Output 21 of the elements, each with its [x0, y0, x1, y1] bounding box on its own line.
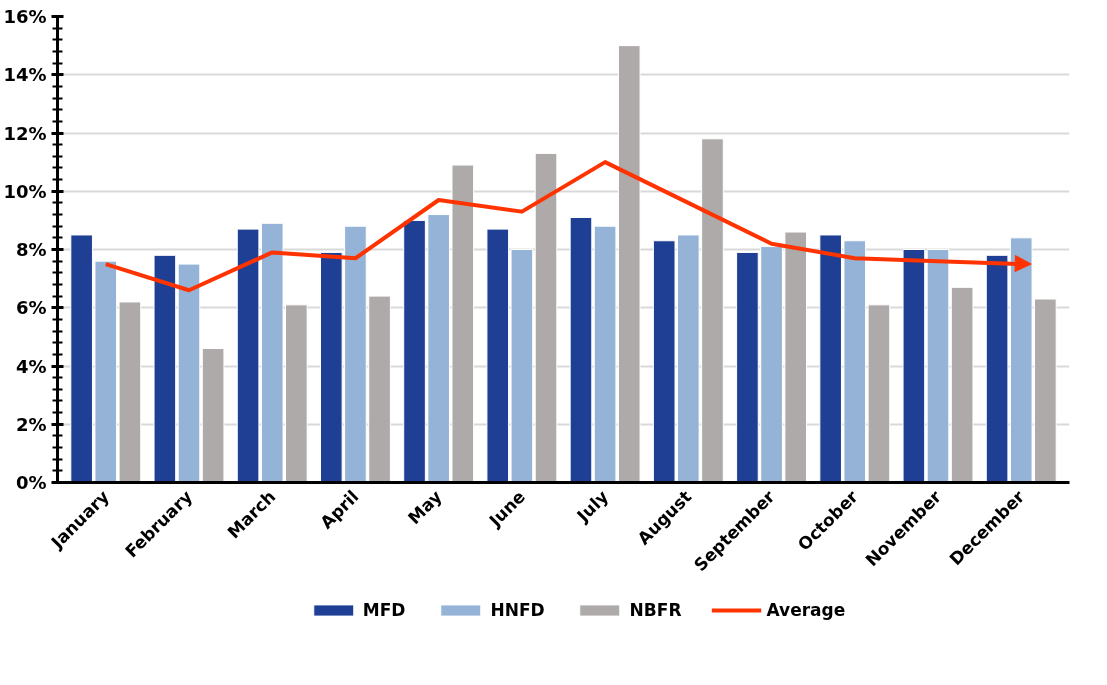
y-tick-label: 0% — [15, 472, 47, 493]
legend-label: NBFR — [629, 600, 682, 620]
bar — [153, 254, 177, 483]
y-tick-label: 10% — [3, 180, 47, 202]
bar — [201, 348, 225, 483]
legend-label: MFD — [362, 600, 406, 620]
legend-label: Average — [766, 600, 846, 620]
y-tick-label: 12% — [3, 122, 47, 144]
y-tick-label: 16% — [3, 6, 47, 27]
bar — [902, 249, 926, 483]
bar — [926, 249, 950, 483]
y-tick-label: 6% — [15, 297, 47, 319]
bar — [534, 152, 558, 483]
legend-label: HNFD — [490, 600, 545, 620]
y-tick-label: 14% — [3, 64, 47, 86]
y-tick-label: 8% — [15, 239, 47, 260]
y-tick-label: 2% — [15, 413, 47, 435]
bar — [950, 286, 974, 483]
y-tick-label: 4% — [15, 355, 47, 377]
bar — [569, 216, 593, 483]
bar — [177, 263, 201, 483]
